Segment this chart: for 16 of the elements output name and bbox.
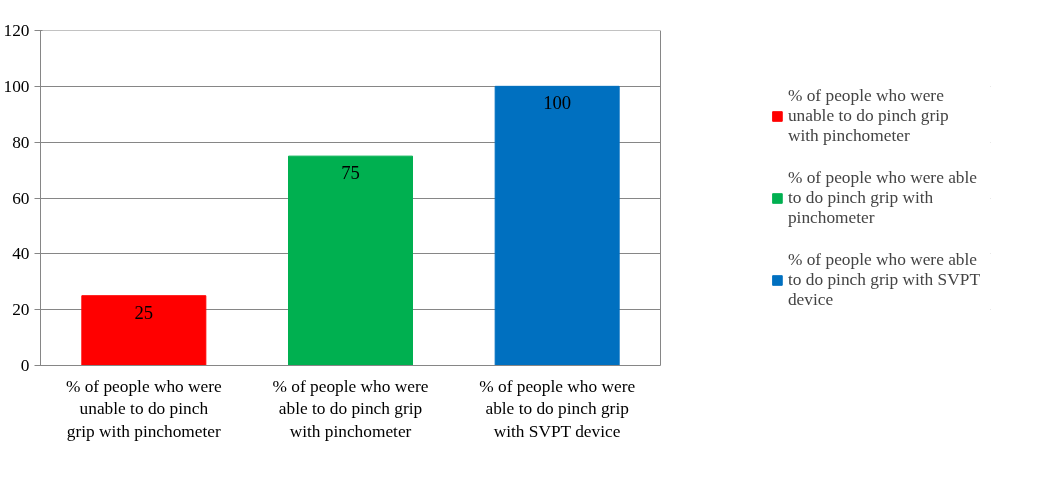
y-tick-label: 120 (3, 21, 30, 40)
x-tick-label: % of people who were able to do pinch grip with pinchometer (272, 376, 429, 442)
legend-label: % of people who were unable to do pinch grip with pinchometer (787, 85, 949, 146)
y-tick-label: 60 (12, 188, 30, 208)
legend-label: % of people who were able to do pinch grip with SVPT device (787, 249, 980, 310)
x-tick-label: % of people who were able to do pinch grip with SVPT device (479, 376, 636, 442)
x-tick-label: % of people who were unable to do pinch grip with pinchometer (65, 376, 223, 442)
y-tick-label: 20 (12, 300, 30, 320)
data-label: 75 (341, 162, 360, 184)
y-tick-label: 0 (20, 356, 30, 375)
data-label: 25 (134, 301, 154, 323)
y-tick-label: 80 (12, 132, 30, 152)
legend-label: % of people who were able to do pinch grip with pinchometer (787, 167, 978, 228)
data-label: 100 (543, 92, 572, 114)
y-tick-label: 100 (3, 76, 30, 96)
y-tick-label: 40 (12, 244, 30, 264)
